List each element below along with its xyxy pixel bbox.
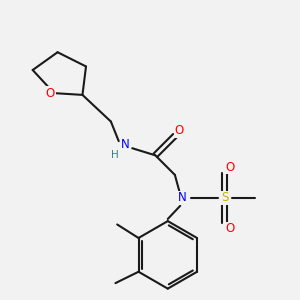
Text: S: S xyxy=(221,191,228,205)
Text: H: H xyxy=(111,150,118,160)
Text: N: N xyxy=(178,191,186,205)
Text: O: O xyxy=(175,124,184,137)
Text: O: O xyxy=(225,160,235,174)
Text: O: O xyxy=(225,222,235,236)
Text: N: N xyxy=(121,138,130,151)
Text: O: O xyxy=(46,87,55,100)
